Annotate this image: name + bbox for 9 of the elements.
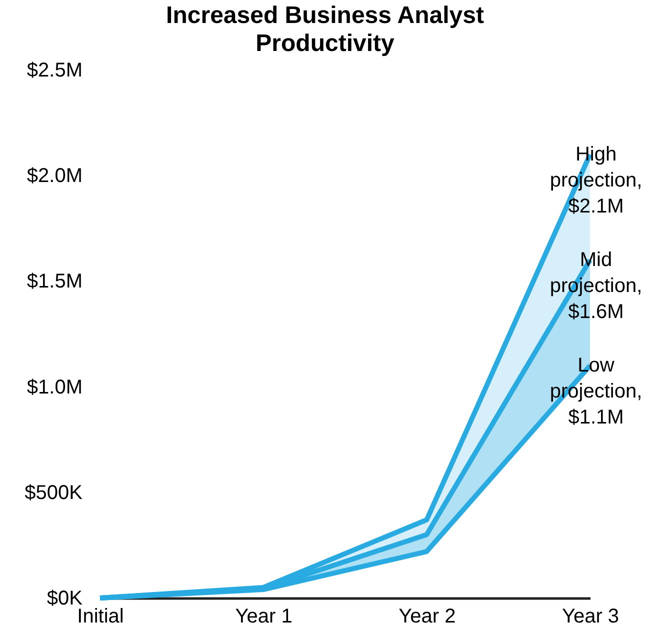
- x-tick-label: Year 1: [235, 606, 292, 628]
- x-tick-label: Year 2: [398, 606, 456, 628]
- chart-title: Increased Business Analyst Productivity: [166, 2, 484, 57]
- x-tick-label: Year 3: [562, 606, 620, 628]
- y-tick-label: $500K: [24, 482, 84, 504]
- y-tick-label: $1.5M: [26, 270, 82, 293]
- y-tick-label: $2.5M: [26, 60, 82, 82]
- y-tick-label: $1.0M: [26, 376, 82, 398]
- y-tick-label: $2.0M: [26, 165, 82, 188]
